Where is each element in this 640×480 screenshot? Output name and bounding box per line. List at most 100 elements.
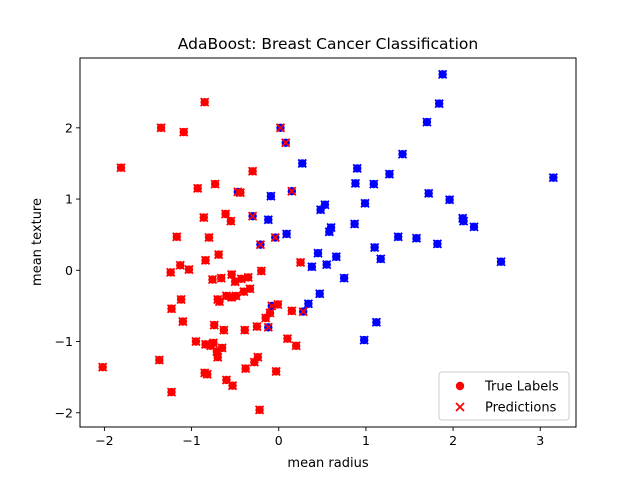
prediction-point <box>249 357 259 367</box>
prediction-point <box>434 98 444 109</box>
prediction-point <box>252 321 262 332</box>
prediction-point <box>263 322 273 332</box>
prediction-point <box>178 316 188 327</box>
prediction-point <box>235 187 246 198</box>
prediction-point <box>496 257 506 267</box>
prediction-point <box>184 264 194 275</box>
prediction-point <box>393 232 403 242</box>
plot-border <box>79 57 577 428</box>
prediction-point <box>322 259 332 270</box>
prediction-point <box>166 267 176 278</box>
prediction-point <box>243 272 253 283</box>
x-tick-label: 2 <box>449 433 457 448</box>
prediction-point <box>291 341 301 351</box>
plot-area <box>80 58 576 427</box>
y-axis-label: mean texture <box>30 198 45 286</box>
prediction-point <box>458 213 468 223</box>
prediction-point <box>287 306 297 316</box>
y-tick-label: 1 <box>65 192 73 207</box>
prediction-point <box>469 222 479 232</box>
prediction-point <box>339 273 349 283</box>
prediction-point <box>411 233 422 243</box>
prediction-point <box>193 183 203 193</box>
prediction-point <box>154 355 164 365</box>
x-tick-label: 3 <box>536 433 544 448</box>
axis-ticks: −2 −1 0 1 2 3 −2 −1 0 1 2 <box>55 120 545 448</box>
prediction-point <box>270 232 280 243</box>
prediction-point <box>297 158 307 169</box>
prediction-point <box>350 178 361 189</box>
y-tick-label: 2 <box>65 120 73 135</box>
prediction-point <box>331 252 341 262</box>
prediction-point <box>236 274 246 284</box>
y-tick-label: −2 <box>55 405 73 420</box>
prediction-point <box>166 304 177 314</box>
prediction-point <box>116 163 126 173</box>
prediction-point <box>263 215 273 225</box>
prediction-point <box>266 191 276 201</box>
y-tick-label: −1 <box>55 334 73 349</box>
prediction-point <box>204 232 214 243</box>
prediction-point <box>227 381 238 391</box>
prediction-point <box>156 123 166 133</box>
prediction-point <box>166 387 177 397</box>
prediction-point <box>98 362 108 372</box>
legend-label-true-labels: True Labels <box>484 380 559 395</box>
prediction-point <box>221 291 232 301</box>
prediction-point <box>233 187 243 197</box>
prediction-point <box>424 188 434 198</box>
prediction-point <box>295 257 306 268</box>
data-points <box>98 69 558 415</box>
prediction-point <box>369 242 380 253</box>
prediction-point <box>253 352 263 362</box>
prediction-point <box>307 262 317 272</box>
x-axis-label: mean radius <box>287 456 368 471</box>
prediction-point <box>298 306 308 317</box>
prediction-point <box>200 97 210 107</box>
prediction-point <box>247 166 258 176</box>
x-tick-label: −2 <box>95 433 113 448</box>
prediction-point <box>240 325 250 335</box>
prediction-point <box>275 123 286 133</box>
prediction-point <box>422 117 432 127</box>
prediction-point <box>281 138 291 148</box>
prediction-point <box>176 294 186 305</box>
prediction-point <box>271 366 281 377</box>
prediction-point <box>226 216 236 226</box>
prediction-point <box>352 163 362 174</box>
prediction-point <box>313 248 323 258</box>
prediction-point <box>200 255 211 265</box>
prediction-point <box>371 317 382 327</box>
prediction-point <box>360 198 370 208</box>
prediction-point <box>444 195 455 205</box>
prediction-point <box>303 299 314 309</box>
prediction-point <box>349 219 360 229</box>
prediction-point <box>208 338 219 348</box>
prediction-point <box>265 308 275 318</box>
prediction-point <box>320 200 330 210</box>
legend-box <box>438 371 570 421</box>
prediction-point <box>227 269 237 280</box>
prediction-point <box>315 289 325 299</box>
prediction-point <box>359 335 369 345</box>
prediction-point <box>239 287 249 297</box>
prediction-point <box>437 69 448 80</box>
legend: True Labels Predictions <box>438 371 570 421</box>
prediction-point <box>287 186 297 196</box>
prediction-point <box>202 369 212 379</box>
prediction-point <box>219 325 229 335</box>
prediction-point <box>326 222 336 233</box>
prediction-point <box>200 339 211 350</box>
prediction-point <box>210 179 220 189</box>
prediction-point <box>458 216 469 226</box>
prediction-point <box>213 249 224 260</box>
prediction-point <box>432 239 443 249</box>
prediction-point <box>231 291 241 301</box>
prediction-point <box>281 229 292 239</box>
prediction-point <box>172 232 182 242</box>
x-tick-label: −1 <box>182 433 200 448</box>
prediction-point <box>247 211 258 221</box>
prediction-point <box>397 149 408 159</box>
y-tick-label: 0 <box>65 263 73 278</box>
prediction-point <box>254 405 265 415</box>
